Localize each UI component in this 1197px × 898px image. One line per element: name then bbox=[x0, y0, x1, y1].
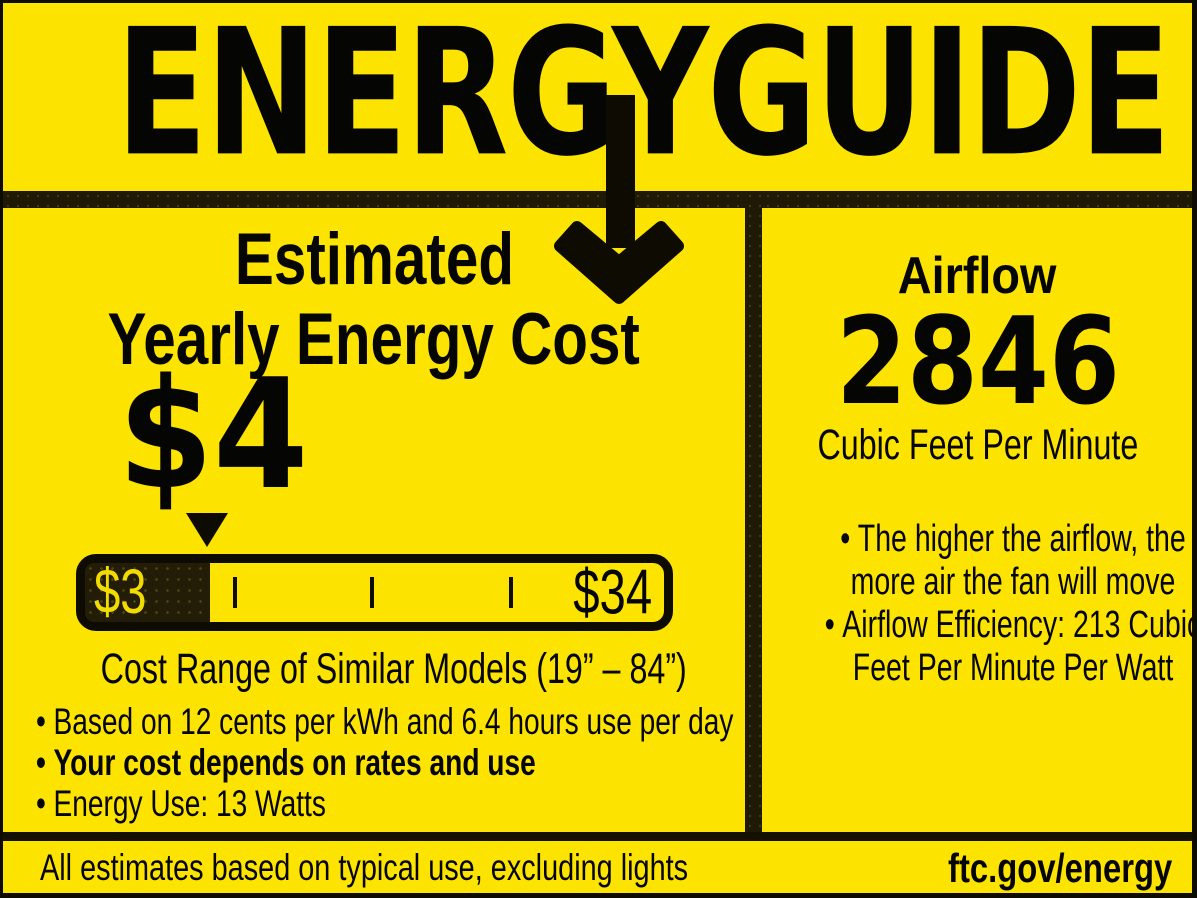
bullet-icon: • bbox=[840, 518, 851, 560]
estimated-heading-line2: Yearly Energy Cost bbox=[107, 299, 641, 380]
horizontal-divider bbox=[3, 191, 1192, 208]
range-tick bbox=[370, 577, 374, 608]
list-item: • Airflow Efficiency: 213 Cubic bbox=[824, 604, 1197, 647]
airflow-notes-list: • The higher the airflow, the more air th… bbox=[762, 518, 1192, 690]
bullet-icon: • bbox=[36, 783, 46, 824]
yearly-cost-value: $4 bbox=[118, 346, 309, 523]
logo-band: ENERGYGUIDE bbox=[3, 3, 1192, 189]
ftc-gov-energy-url: ftc.gov/energy bbox=[947, 845, 1172, 891]
bullet-icon: • bbox=[824, 604, 835, 646]
list-item-text: Based on 12 cents per kWh and 6.4 hours … bbox=[53, 701, 734, 742]
energyguide-logo: ENERGYGUIDE bbox=[115, 0, 1171, 195]
range-min-label: $3 bbox=[94, 557, 147, 627]
airflow-unit: Cubic Feet Per Minute bbox=[817, 421, 1138, 469]
cost-pointer-icon bbox=[186, 513, 228, 547]
list-item-text: Your cost depends on rates and use bbox=[53, 742, 536, 783]
list-item-continuation: more air the fan will move bbox=[850, 561, 1176, 603]
footer-divider bbox=[3, 832, 1192, 841]
airflow-heading: Airflow bbox=[898, 247, 1057, 305]
cost-notes-list: • Based on 12 cents per kWh and 6.4 hours… bbox=[36, 701, 954, 824]
cost-range-bar: $3 $34 bbox=[76, 554, 673, 631]
estimated-heading-line1: Estimated bbox=[234, 219, 514, 300]
footer-disclaimer: All estimates based on typical use, excl… bbox=[40, 847, 689, 888]
airflow-value: 2846 bbox=[835, 293, 1120, 432]
range-tick bbox=[509, 577, 513, 608]
list-item-text: Airflow Efficiency: 213 Cubic bbox=[842, 604, 1197, 646]
list-item-continuation: Feet Per Minute Per Watt bbox=[852, 647, 1174, 689]
list-item-text: The higher the airflow, the bbox=[857, 518, 1186, 560]
bullet-icon: • bbox=[36, 742, 46, 783]
list-item: • The higher the airflow, the bbox=[825, 518, 1192, 561]
list-item: • Your cost depends on rates and use bbox=[36, 742, 733, 783]
list-item: • Based on 12 cents per kWh and 6.4 hours… bbox=[36, 701, 733, 742]
range-max-label: $34 bbox=[573, 557, 652, 627]
range-caption: Cost Range of Similar Models (19” – 84”) bbox=[100, 645, 687, 693]
cost-range-bar-fill: $3 bbox=[85, 557, 210, 627]
list-item-text: Energy Use: 13 Watts bbox=[53, 783, 326, 824]
list-item: • Energy Use: 13 Watts bbox=[36, 783, 733, 824]
range-tick bbox=[233, 577, 237, 608]
vertical-divider bbox=[745, 191, 762, 835]
bullet-icon: • bbox=[36, 701, 46, 742]
